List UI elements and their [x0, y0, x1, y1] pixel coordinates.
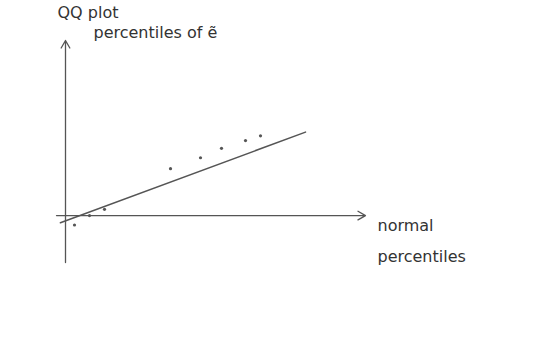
svg-text:percentiles of ẽ: percentiles of ẽ [94, 23, 218, 42]
svg-text:normalpercentiles: normalpercentiles [378, 216, 466, 265]
svg-text:QQ plot: QQ plot [58, 3, 119, 22]
